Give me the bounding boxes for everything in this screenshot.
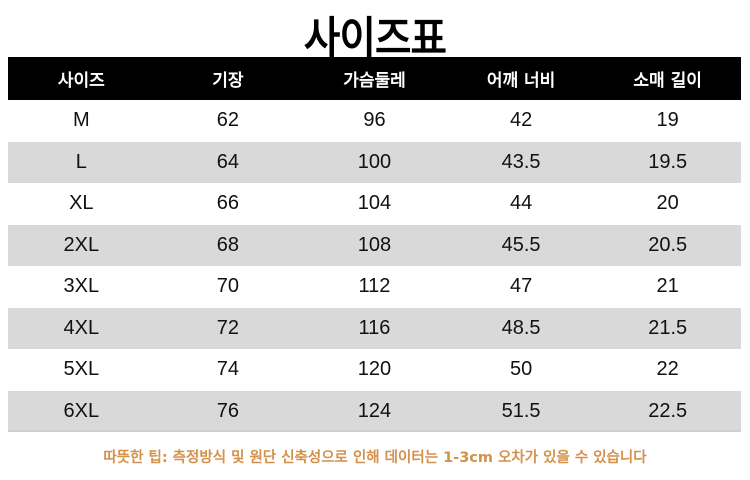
cell-size: XL bbox=[69, 192, 94, 215]
page-title: 사이즈표 bbox=[303, 13, 447, 64]
table-row: L 64 100 43.5 19.5 bbox=[8, 141, 741, 183]
cell-size: 6XL bbox=[63, 399, 100, 422]
cell-chest: 120 bbox=[357, 358, 392, 381]
table-row: XL 66 104 44 20 bbox=[8, 183, 741, 225]
cell-sleeve: 20.5 bbox=[648, 233, 688, 256]
cell-size: L bbox=[75, 150, 87, 173]
cell-size: 4XL bbox=[63, 316, 100, 339]
cell-shoulder: 43.5 bbox=[501, 150, 541, 173]
cell-length: 64 bbox=[216, 150, 240, 173]
cell-shoulder: 48.5 bbox=[501, 316, 541, 339]
header-length: 기장 bbox=[212, 71, 244, 91]
header-size: 사이즈 bbox=[57, 71, 105, 91]
cell-size: 5XL bbox=[63, 358, 100, 381]
table-row: 3XL 70 112 47 21 bbox=[8, 266, 741, 308]
cell-size: M bbox=[72, 109, 90, 132]
cell-chest: 100 bbox=[357, 150, 392, 173]
cell-chest: 96 bbox=[363, 109, 386, 132]
cell-length: 76 bbox=[216, 399, 240, 422]
table-bottom-divider bbox=[8, 430, 741, 432]
cell-sleeve: 21 bbox=[656, 275, 679, 298]
cell-shoulder: 42 bbox=[509, 109, 533, 132]
cell-sleeve: 22 bbox=[656, 358, 679, 381]
table-row: 2XL 68 108 45.5 20.5 bbox=[8, 224, 741, 266]
cell-sleeve: 19.5 bbox=[648, 150, 688, 173]
cell-size: 2XL bbox=[63, 233, 100, 256]
cell-chest: 108 bbox=[357, 233, 392, 256]
cell-chest: 104 bbox=[357, 192, 392, 215]
table-row: M 62 96 42 19 bbox=[8, 100, 741, 142]
cell-sleeve: 20 bbox=[656, 192, 679, 215]
cell-length: 62 bbox=[216, 109, 240, 132]
table-header: 사이즈 기장 가슴둘레 어깨 너비 소매 길이 bbox=[8, 57, 741, 100]
cell-length: 74 bbox=[216, 358, 240, 381]
cell-length: 68 bbox=[216, 233, 240, 256]
cell-shoulder: 47 bbox=[509, 275, 533, 298]
table-row: 6XL 76 124 51.5 22.5 bbox=[8, 390, 741, 432]
cell-sleeve: 19 bbox=[656, 109, 679, 132]
cell-chest: 124 bbox=[357, 399, 392, 422]
cell-shoulder: 50 bbox=[509, 358, 533, 381]
cell-length: 72 bbox=[216, 316, 240, 339]
size-table: 사이즈 기장 가슴둘레 어깨 너비 소매 길이 M 62 96 42 19 L 64 100 4… bbox=[8, 57, 741, 432]
header-sleeve: 소매 길이 bbox=[633, 71, 702, 91]
table-row: 4XL 72 116 48.5 21.5 bbox=[8, 307, 741, 349]
cell-shoulder: 45.5 bbox=[501, 233, 541, 256]
cell-length: 70 bbox=[216, 275, 240, 298]
cell-shoulder: 44 bbox=[509, 192, 533, 215]
cell-size: 3XL bbox=[63, 275, 100, 298]
header-chest: 가슴둘레 bbox=[343, 71, 406, 91]
table-row: 5XL 74 120 50 22 bbox=[8, 349, 741, 391]
measurement-note: 따뜻한 팁: 측정방식 및 원단 신축성으로 인해 데이터는 1-3cm 오차가… bbox=[103, 450, 647, 466]
header-shoulder: 어깨 너비 bbox=[486, 71, 556, 91]
cell-chest: 116 bbox=[358, 316, 391, 339]
cell-chest: 112 bbox=[358, 275, 391, 298]
cell-sleeve: 21.5 bbox=[648, 316, 688, 339]
cell-length: 66 bbox=[216, 192, 240, 215]
cell-sleeve: 22.5 bbox=[648, 399, 688, 422]
cell-shoulder: 51.5 bbox=[501, 399, 541, 422]
